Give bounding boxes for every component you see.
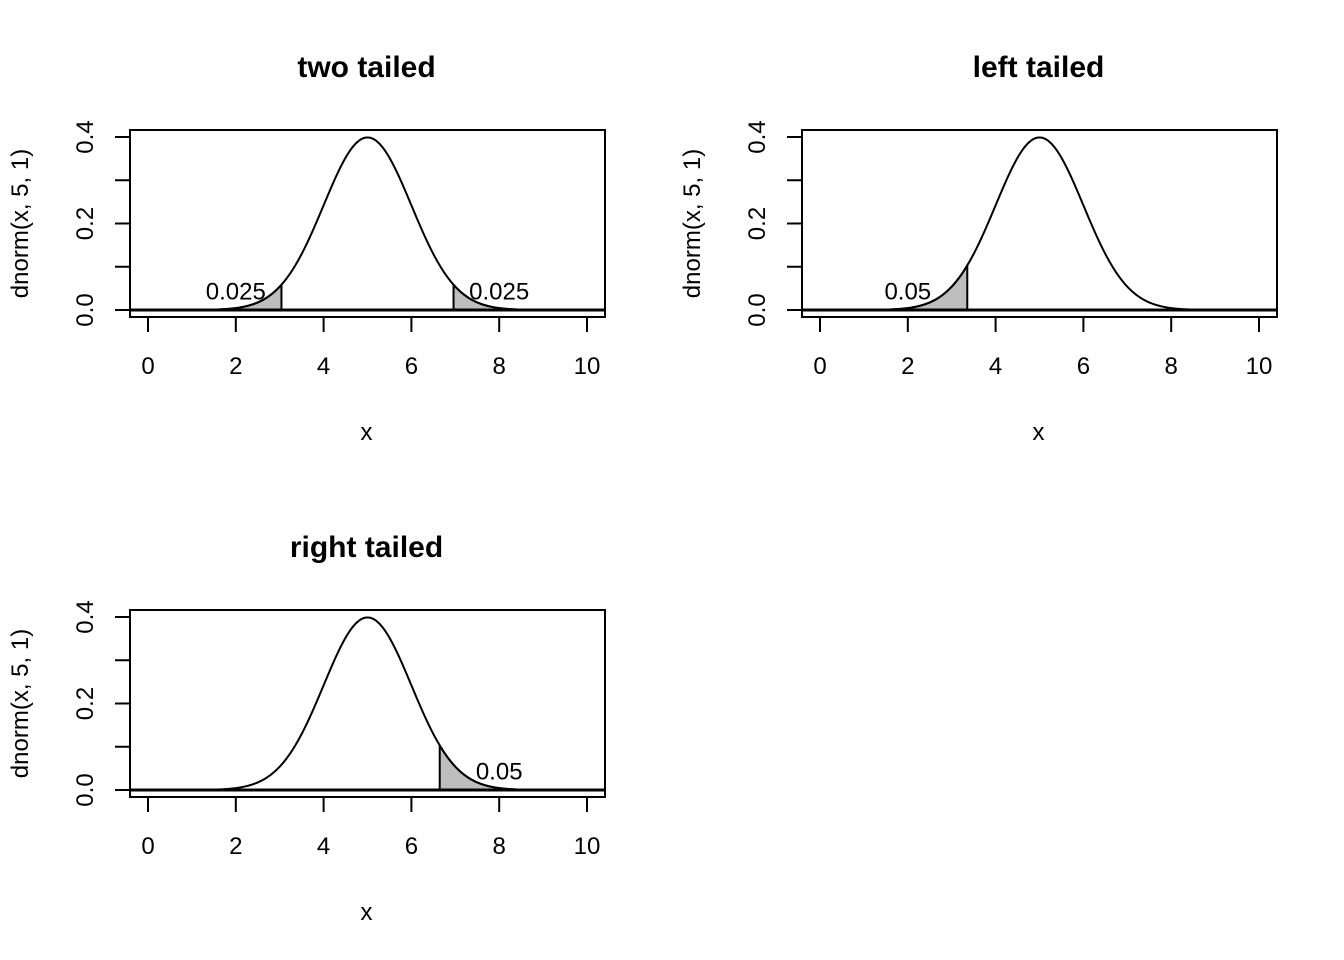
y-axis-label: dnorm(x, 5, 1) bbox=[7, 629, 34, 778]
x-tick-label: 10 bbox=[1246, 353, 1273, 380]
x-tick-label: 0 bbox=[141, 353, 154, 380]
density-curve bbox=[130, 616, 605, 791]
plot-box bbox=[129, 129, 606, 318]
x-tick-label: 10 bbox=[574, 353, 601, 380]
x-tick-label: 8 bbox=[1165, 353, 1178, 380]
y-tick-label: 0.2 bbox=[72, 207, 99, 240]
y-tick-label: 0.0 bbox=[72, 293, 99, 326]
y-tick-label: 0.0 bbox=[744, 293, 771, 326]
tail-probability-label: 0.05 bbox=[476, 759, 523, 786]
x-tick-label: 4 bbox=[317, 353, 330, 380]
panel-two-tailed: 0 2 4 6 8 10 0.0 0.2 0.4 two tailed x dnorm(x, 5, 1… bbox=[7, 51, 606, 446]
x-tick-label: 6 bbox=[405, 353, 418, 380]
chart-title: two tailed bbox=[297, 51, 435, 84]
x-tick-label: 2 bbox=[229, 353, 242, 380]
y-tick-label: 0.2 bbox=[744, 207, 771, 240]
x-tick-label: 8 bbox=[493, 833, 506, 860]
x-tick-label: 6 bbox=[405, 833, 418, 860]
y-tick-label: 0.4 bbox=[72, 120, 99, 153]
x-tick-label: 10 bbox=[574, 833, 601, 860]
x-tick-label: 0 bbox=[813, 353, 826, 380]
x-axis-label: x bbox=[1033, 419, 1045, 446]
y-tick-label: 0.4 bbox=[744, 120, 771, 153]
x-tick-label: 4 bbox=[989, 353, 1002, 380]
chart-title: left tailed bbox=[973, 51, 1105, 84]
x-tick-label: 2 bbox=[901, 353, 914, 380]
y-tick-label: 0.0 bbox=[72, 773, 99, 806]
y-axis-label: dnorm(x, 5, 1) bbox=[7, 149, 34, 298]
density-curve bbox=[802, 136, 1277, 311]
chart-title: right tailed bbox=[290, 531, 443, 564]
density-curve bbox=[130, 136, 605, 311]
x-axis-label: x bbox=[361, 899, 373, 926]
tail-probability-label: 0.05 bbox=[884, 279, 931, 306]
x-tick-label: 8 bbox=[493, 353, 506, 380]
y-tick-label: 0.4 bbox=[72, 600, 99, 633]
y-axis-label: dnorm(x, 5, 1) bbox=[679, 149, 706, 298]
panel-right-tailed: 0 2 4 6 8 10 0.0 0.2 0.4 right tailed x dnorm(x, 5,… bbox=[7, 531, 606, 926]
plot-box bbox=[129, 609, 606, 798]
x-tick-label: 6 bbox=[1077, 353, 1090, 380]
x-axis-label: x bbox=[361, 419, 373, 446]
x-tick-label: 4 bbox=[317, 833, 330, 860]
x-tick-label: 0 bbox=[141, 833, 154, 860]
tail-probability-label: 0.025 bbox=[469, 279, 529, 306]
plot-box bbox=[801, 129, 1278, 318]
y-tick-label: 0.2 bbox=[72, 687, 99, 720]
tail-probability-label: 0.025 bbox=[206, 279, 266, 306]
x-tick-label: 2 bbox=[229, 833, 242, 860]
panel-left-tailed: 0 2 4 6 8 10 0.0 0.2 0.4 left tailed x dnorm(x, 5, … bbox=[679, 51, 1278, 446]
